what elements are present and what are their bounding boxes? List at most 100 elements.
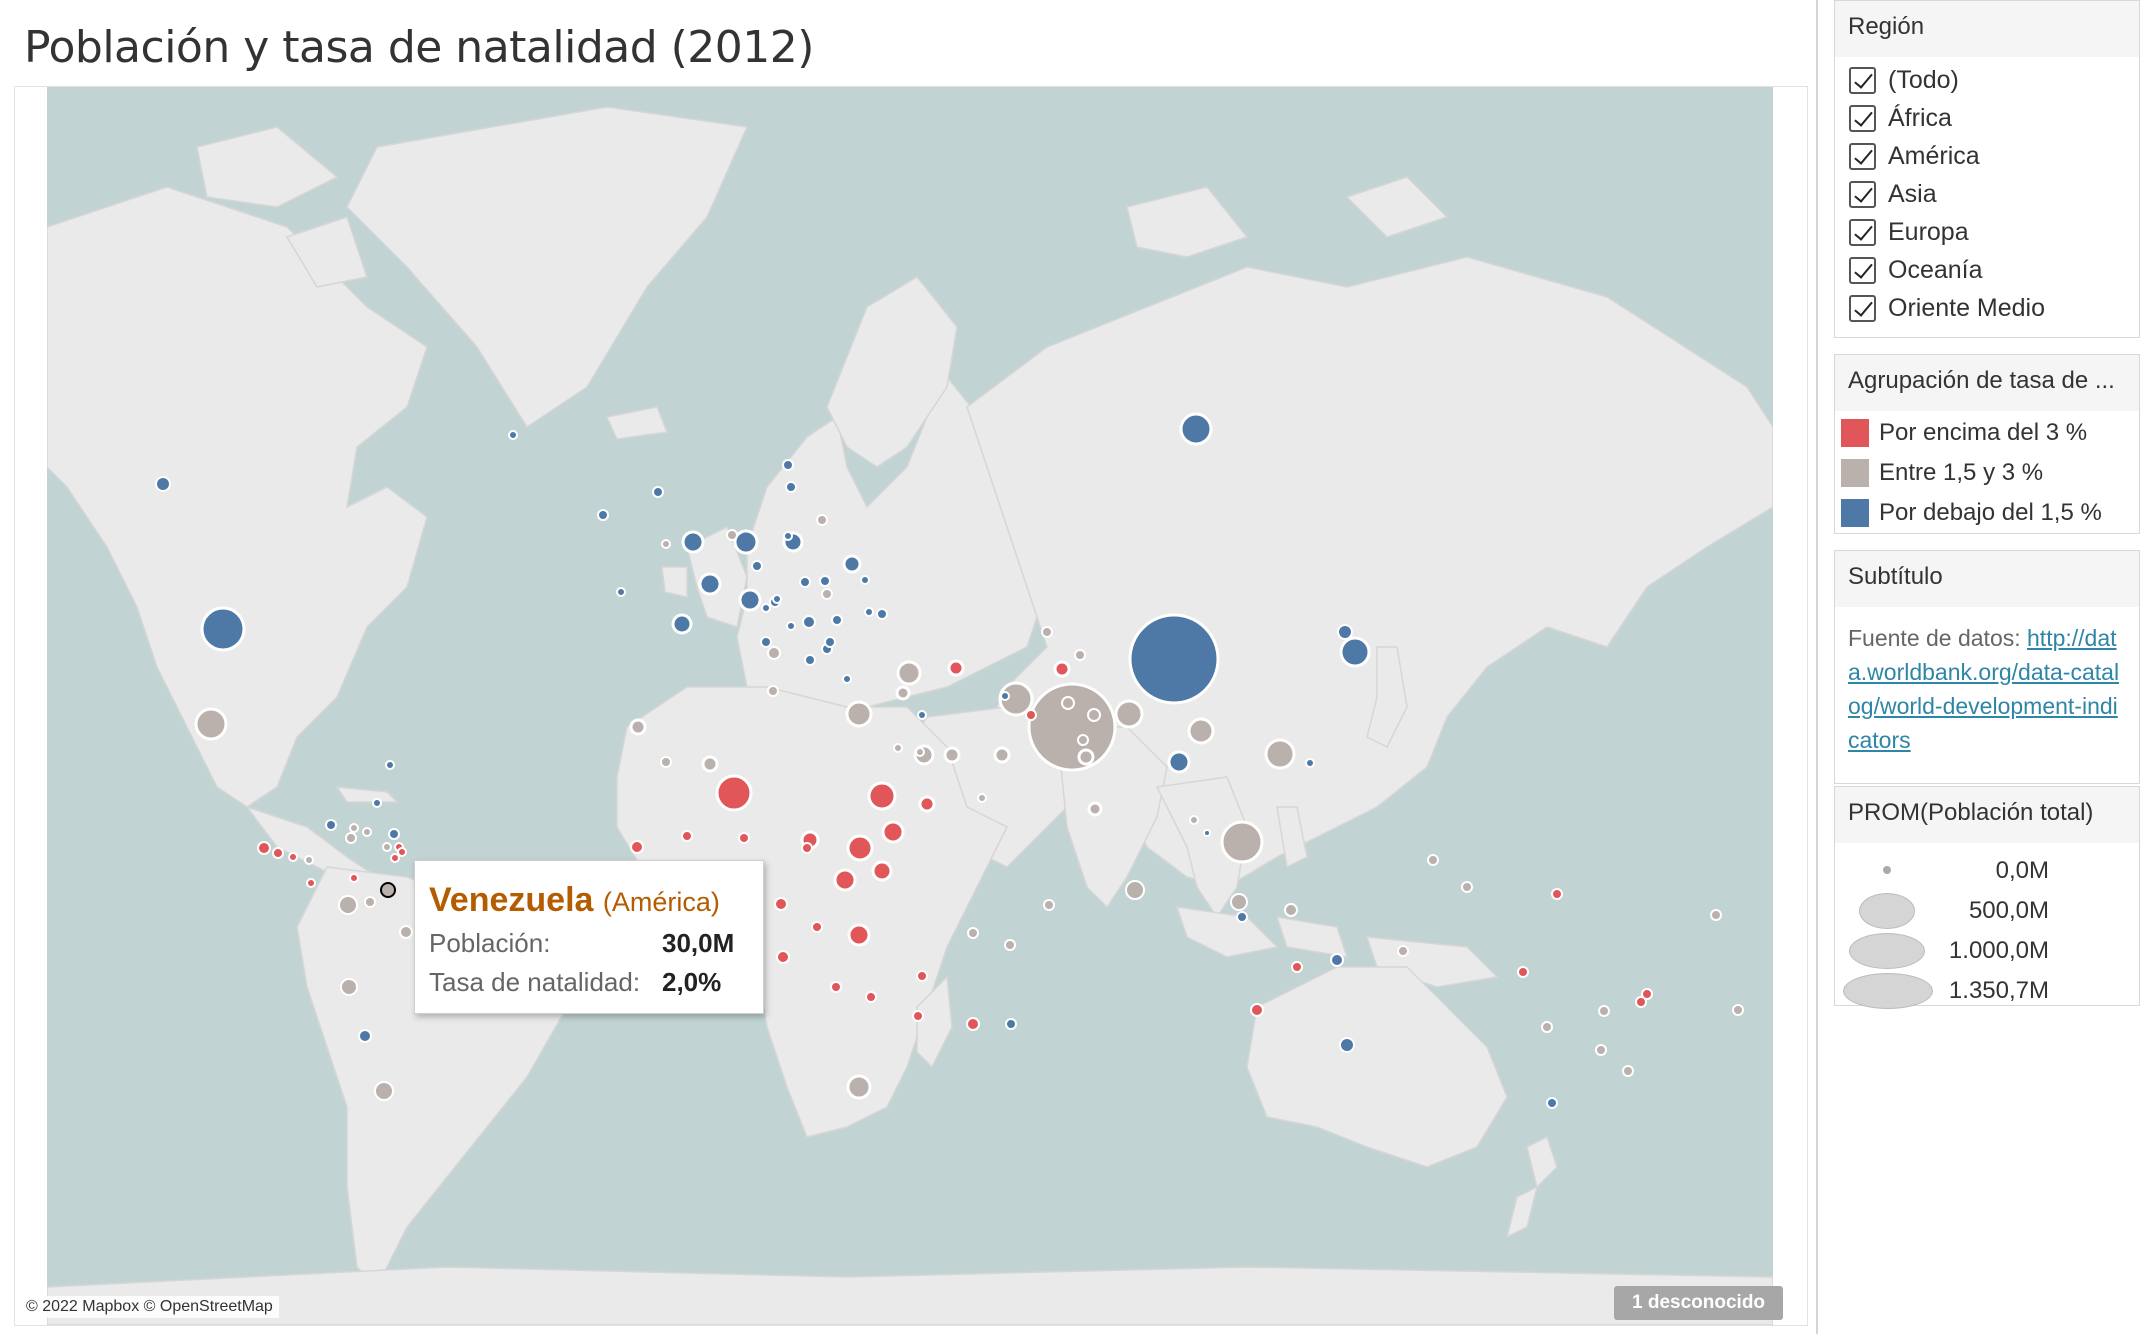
map-point xyxy=(1339,636,1371,668)
filter-item-asia[interactable]: Asia xyxy=(1835,175,2139,213)
legend-item-low[interactable]: Por debajo del 1,5 % xyxy=(1835,493,2139,533)
map-point xyxy=(977,793,987,803)
legend-swatch xyxy=(1841,459,1869,487)
map-point xyxy=(967,927,979,939)
map-point xyxy=(1000,691,1010,701)
tooltip-population-label: Población: xyxy=(429,928,551,958)
tooltip-country: Venezuela xyxy=(429,881,594,919)
color-legend-card: Agrupación de tasa de ... Por encima del… xyxy=(1834,354,2140,534)
checkbox-checked-icon[interactable] xyxy=(1849,142,1876,170)
map-point xyxy=(200,606,246,652)
filter-item-europa[interactable]: Europa xyxy=(1835,213,2139,251)
map-point xyxy=(876,608,888,620)
region-filter-card: Región (Todo) África América Asia Europa… xyxy=(1834,0,2140,338)
map-point-selected xyxy=(380,882,396,898)
map-point xyxy=(1641,988,1653,1000)
map-point xyxy=(767,646,781,660)
size-legend-item[interactable]: 1.350,7M xyxy=(1835,971,2139,1011)
filter-item-oriente-medio[interactable]: Oriente Medio xyxy=(1835,289,2139,327)
checkbox-checked-icon[interactable] xyxy=(1849,256,1876,284)
map-point xyxy=(1061,696,1075,710)
subtitle-card: Subtítulo Fuente de datos: http://data.w… xyxy=(1834,550,2140,784)
size-legend-item[interactable]: 1.000,0M xyxy=(1835,931,2139,971)
map-point xyxy=(782,459,794,471)
map-point xyxy=(1125,880,1145,900)
filter-item-america[interactable]: América xyxy=(1835,137,2139,175)
map-point xyxy=(785,481,797,493)
map-point xyxy=(397,847,407,857)
checkbox-checked-icon[interactable] xyxy=(1849,104,1876,132)
map-point xyxy=(811,921,823,933)
map-point xyxy=(881,820,905,844)
map-point xyxy=(918,795,936,813)
map-point xyxy=(681,830,693,842)
map-tooltip: Venezuela (América) Población: 30,0M Tas… xyxy=(414,860,764,1014)
filter-item-label: Oriente Medio xyxy=(1888,293,2046,322)
map-point xyxy=(652,486,664,498)
map-point xyxy=(1074,649,1086,661)
size-circle-icon xyxy=(1849,933,1925,969)
map-point xyxy=(845,700,873,728)
checkbox-checked-icon[interactable] xyxy=(1849,180,1876,208)
checkbox-checked-icon[interactable] xyxy=(1849,218,1876,246)
data-source-link[interactable]: http://data.worldbank.org/data-catalog/w… xyxy=(1848,625,2120,753)
subtitle-title: Subtítulo xyxy=(1835,551,2139,607)
map-point xyxy=(1025,709,1037,721)
map-point xyxy=(660,756,672,768)
map-point xyxy=(629,718,647,736)
size-legend-item[interactable]: 500,0M xyxy=(1835,891,2139,931)
checkbox-checked-icon[interactable] xyxy=(1849,66,1876,94)
map-point xyxy=(1043,899,1055,911)
map-point xyxy=(912,1010,924,1022)
filter-item-africa[interactable]: África xyxy=(1835,99,2139,137)
size-circle-icon xyxy=(1883,866,1891,874)
region-filter-list: (Todo) África América Asia Europa Oceaní… xyxy=(1835,57,2139,327)
map-point xyxy=(733,529,759,555)
map-point xyxy=(1041,626,1053,638)
size-circle-icon xyxy=(1859,893,1915,929)
map-point xyxy=(1284,903,1298,917)
map-point xyxy=(1077,734,1089,746)
map-point xyxy=(916,970,928,982)
map-point xyxy=(799,576,811,588)
map-point xyxy=(325,819,337,831)
filter-item-label: Asia xyxy=(1888,179,1937,208)
filter-item-oceania[interactable]: Oceanía xyxy=(1835,251,2139,289)
legend-swatch xyxy=(1841,499,1869,527)
map-point xyxy=(272,847,284,859)
side-panel: Región (Todo) África América Asia Europa… xyxy=(1832,0,2140,1334)
map-point xyxy=(340,978,358,996)
map-point xyxy=(1236,911,1248,923)
map-point xyxy=(1189,815,1199,825)
legend-item-mid[interactable]: Entre 1,5 y 3 % xyxy=(1835,453,2139,493)
map-point xyxy=(842,674,852,684)
map-point xyxy=(597,509,609,521)
map-canvas[interactable] xyxy=(47,87,1773,1325)
map-point xyxy=(1004,939,1016,951)
map-point xyxy=(760,636,772,648)
map-point xyxy=(1250,1003,1264,1017)
tooltip-population-value: 30,0M xyxy=(662,928,735,958)
map-point xyxy=(761,603,771,613)
map-point xyxy=(821,588,833,600)
map-point xyxy=(819,575,831,587)
map-point xyxy=(364,896,376,908)
map-point xyxy=(846,1074,872,1100)
map-point xyxy=(847,923,871,947)
map-point xyxy=(738,588,762,612)
legend-item-label: Por encima del 3 % xyxy=(1879,419,2088,446)
world-map[interactable] xyxy=(47,87,1773,1325)
map-point xyxy=(893,743,903,753)
map-point xyxy=(833,868,857,892)
filter-item-todo[interactable]: (Todo) xyxy=(1835,61,2139,99)
unknown-locations-badge[interactable]: 1 desconocido xyxy=(1614,1286,1784,1320)
map-point xyxy=(738,832,750,844)
map-attribution[interactable]: © 2022 Mapbox © OpenStreetMap xyxy=(20,1296,279,1318)
legend-item-high[interactable]: Por encima del 3 % xyxy=(1835,413,2139,453)
map-point xyxy=(860,575,870,585)
map-point xyxy=(865,991,877,1003)
size-legend-item[interactable]: 0,0M xyxy=(1835,851,2139,891)
map-point xyxy=(630,840,644,854)
checkbox-checked-icon[interactable] xyxy=(1849,294,1876,322)
